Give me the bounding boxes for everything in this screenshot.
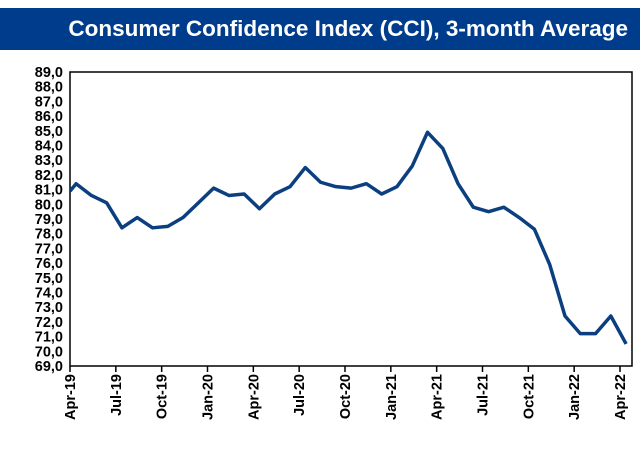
y-axis: 69,070,071,072,073,074,075,076,077,078,0… [35, 65, 63, 375]
x-axis: Apr-19 Jul-19 Oct-19 Jan-20 Apr-20 Jul-20 Oct-… [63, 366, 629, 420]
y-tick-label: 70,0 [35, 344, 63, 360]
x-tick-label: Jan-21 [384, 374, 400, 420]
x-tick-label: Oct-20 [338, 374, 354, 419]
x-tick-label: Oct-19 [155, 374, 171, 419]
plot-area-frame [69, 71, 633, 367]
y-tick-label: 76,0 [35, 256, 63, 272]
x-tick-label: Jan-22 [567, 374, 583, 420]
y-tick-label: 77,0 [35, 241, 63, 257]
series-line [68, 130, 628, 345]
y-tick-label: 87,0 [35, 94, 63, 110]
series-group [68, 130, 628, 345]
y-tick-label: 85,0 [35, 124, 63, 140]
x-tick-label: Jul-20 [292, 374, 308, 416]
y-tick-label: 82,0 [35, 168, 63, 184]
x-tick-label: Apr-22 [613, 374, 629, 420]
y-tick-label: 83,0 [35, 153, 63, 169]
chart-title-banner: Consumer Confidence Index (CCI), 3-month… [0, 8, 640, 50]
y-tick-label: 75,0 [35, 271, 63, 287]
y-tick-label: 78,0 [35, 227, 63, 243]
y-tick-label: 79,0 [35, 212, 63, 228]
chart-title: Consumer Confidence Index (CCI), 3-month… [68, 16, 628, 41]
x-tick-label: Jul-19 [109, 374, 125, 416]
y-tick-label: 88,0 [35, 80, 63, 96]
y-tick-label: 89,0 [35, 65, 63, 81]
y-tick-label: 71,0 [35, 330, 63, 346]
x-tick-label: Oct-21 [521, 374, 537, 419]
y-tick-label: 80,0 [35, 197, 63, 213]
x-tick-label: Apr-20 [246, 374, 262, 420]
x-tick-label: Apr-21 [430, 374, 446, 420]
x-tick-label: Jan-20 [201, 374, 217, 420]
y-tick-label: 69,0 [35, 359, 63, 375]
y-tick-label: 72,0 [35, 315, 63, 331]
y-tick-label: 84,0 [35, 139, 63, 155]
x-tick-label: Apr-19 [63, 374, 79, 420]
y-tick-label: 73,0 [35, 300, 63, 316]
y-tick-label: 86,0 [35, 109, 63, 125]
x-tick-label: Jul-21 [476, 374, 492, 416]
y-tick-label: 74,0 [35, 286, 63, 302]
y-tick-label: 81,0 [35, 183, 63, 199]
